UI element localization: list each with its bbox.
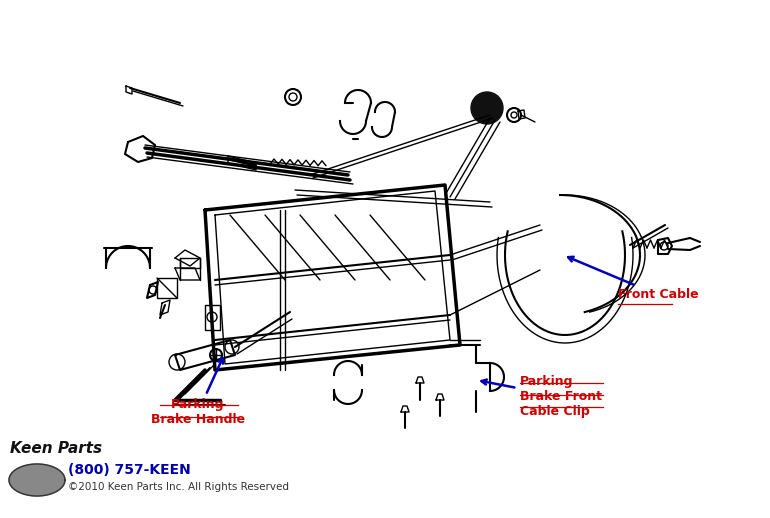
Text: (800) 757-KEEN: (800) 757-KEEN <box>68 463 191 477</box>
Polygon shape <box>9 464 65 496</box>
Text: Parking
Brake Front
Cable Clip: Parking Brake Front Cable Clip <box>481 375 602 418</box>
Bar <box>157 278 177 298</box>
Circle shape <box>471 92 503 124</box>
Circle shape <box>225 340 239 354</box>
Text: Keen Parts: Keen Parts <box>10 441 102 456</box>
Bar <box>205 305 220 330</box>
Text: Parking
Brake Handle: Parking Brake Handle <box>151 358 245 426</box>
Circle shape <box>169 354 185 370</box>
Text: ©2010 Keen Parts Inc. All Rights Reserved: ©2010 Keen Parts Inc. All Rights Reserve… <box>68 482 289 492</box>
Text: Front Cable: Front Cable <box>568 257 698 301</box>
